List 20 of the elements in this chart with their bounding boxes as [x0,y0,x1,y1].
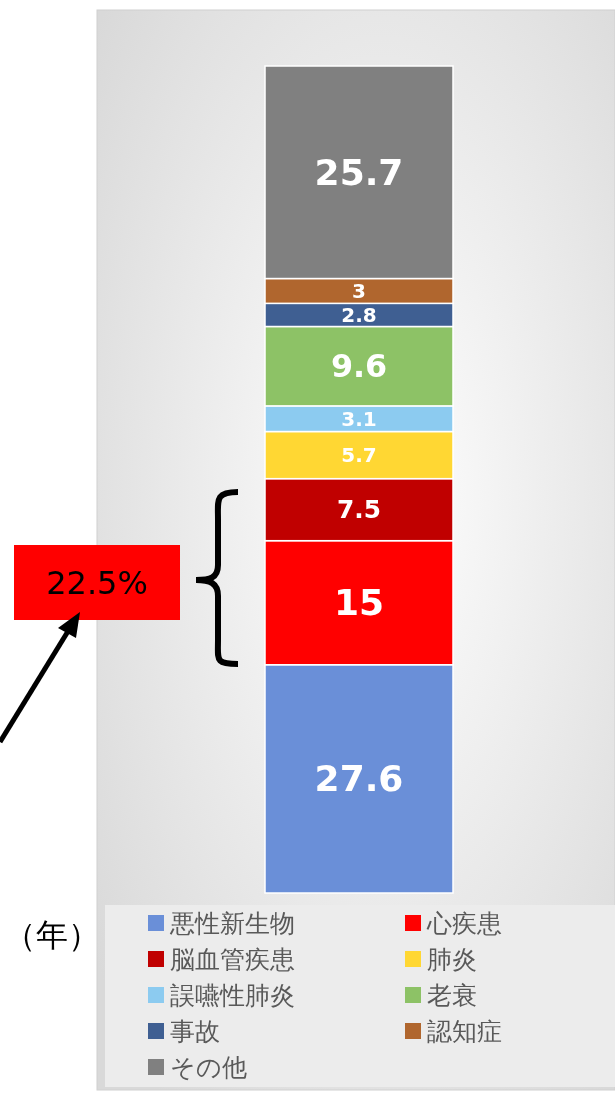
legend-label: 老衰 [427,980,477,1010]
data-label: 7.5 [337,495,381,525]
legend-label: 誤嚥性肺炎 [170,980,295,1010]
legend-label: 脳血管疾患 [170,944,295,974]
legend-label: 事故 [170,1016,220,1046]
data-label: 25.7 [314,151,404,193]
data-label: 2.8 [341,302,377,327]
legend-label: 心疾患 [426,908,502,938]
text: 22.5% [46,564,148,602]
data-label: 27.6 [314,758,404,800]
data-label: 15 [333,582,385,624]
legend-label: 肺炎 [427,944,477,974]
data-label: 9.6 [330,348,388,385]
legend-label: その他 [170,1052,247,1082]
text: （年） [4,916,100,954]
data-label: 3 [352,278,366,303]
legend-label: 認知症 [427,1016,502,1046]
data-label: 5.7 [341,443,377,468]
data-label: 3.1 [341,406,377,431]
series-label: 悪性新生物 [169,908,295,938]
